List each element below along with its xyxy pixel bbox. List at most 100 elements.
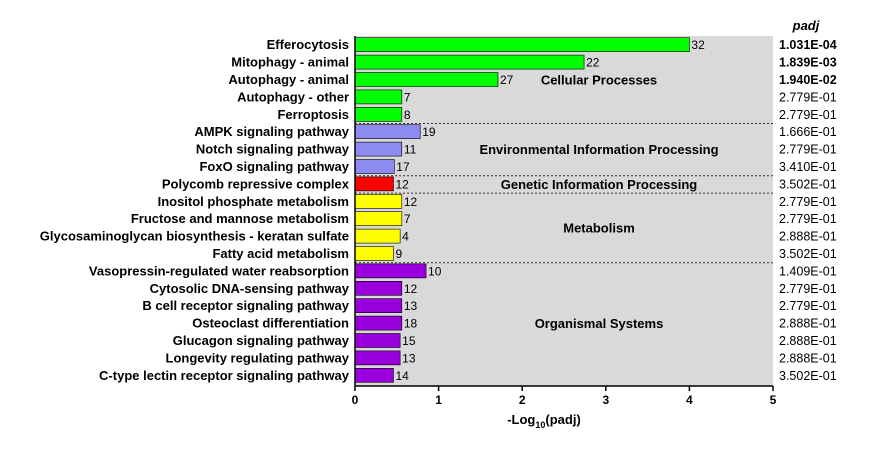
category-label: C-type lectin receptor signaling pathway [99,368,350,383]
count-label: 12 [404,282,418,296]
padj-value: 2.888E-01 [779,351,837,365]
bar [354,159,395,174]
bars [354,37,690,383]
x-tick-label: 5 [770,393,777,407]
padj-value: 2.779E-01 [779,143,837,157]
group-label: Cellular Processes [541,73,657,88]
padj-value: 2.888E-01 [779,230,837,244]
count-labels: 32 22 27 7 8 19 11 17 12 12 7 49 10 12 13 18 15 13 14 [395,38,705,383]
count-label: 17 [396,160,410,174]
bar [354,263,427,279]
count-label: 13 [402,351,416,365]
bar [354,54,585,70]
category-label: Glycosaminoglycan biosynthesis - keratan… [40,229,349,244]
category-labels: Efferocytosis Mitophagy - animal Autophagy… [40,37,350,383]
bar [354,228,401,244]
category-label: FoxO signaling pathway [199,159,349,174]
category-label: Polycomb repressive complex [162,176,350,191]
bar [354,367,394,383]
category-label: Autophagy - other [237,89,349,104]
padj-value: 2.779E-01 [779,299,837,313]
x-tick-label: 1 [435,393,442,407]
group-label: Metabolism [563,220,635,235]
padj-header: padj [792,18,820,33]
padj-value: 2.779E-01 [779,108,837,122]
x-ticks: 0 1 2 3 4 5 [352,386,777,407]
category-label: Notch signaling pathway [196,142,350,157]
bar [354,280,403,296]
category-label: Osteoclast differentiation [192,316,349,331]
category-label: Ferroptosis [277,107,349,122]
bar [354,37,690,53]
padj-value: 1.839E-03 [779,56,837,70]
bar [354,176,394,192]
count-label: 7 [404,90,411,104]
count-label: 19 [422,125,436,139]
group-label: Genetic Information Processing [501,177,698,192]
count-label: 9 [395,247,402,261]
count-label: 22 [586,56,600,70]
count-label: 27 [500,73,514,87]
count-label: 15 [402,334,416,348]
count-label: 8 [404,108,411,122]
x-tick-label: 2 [519,393,526,407]
group-labels: Cellular Processes Environmental Informat… [479,73,718,332]
category-label: AMPK signaling pathway [194,124,349,139]
padj-value: 1.666E-01 [779,125,837,139]
x-axis-title-subscript: 10 [535,420,545,430]
count-label: 18 [404,317,418,331]
bar [354,350,401,366]
count-label: 12 [404,195,418,209]
padj-value: 2.779E-01 [779,90,837,104]
padj-values: 1.031E-04 1.839E-03 1.940E-02 2.779E-01 2.77… [779,38,837,383]
x-tick-label: 0 [352,393,359,407]
x-axis-title: -Log10(padj) [507,412,581,430]
category-label: B cell receptor signaling pathway [142,298,349,313]
category-label: Efferocytosis [267,37,349,52]
group-label: Organismal Systems [535,316,664,331]
count-label: 11 [404,143,417,157]
x-axis-title-prefix: -Log [507,412,535,427]
padj-value: 2.888E-01 [779,317,837,331]
bar [354,315,403,331]
padj-value: 3.502E-01 [779,369,837,383]
padj-value: 3.410E-01 [779,160,837,174]
bar [354,107,403,122]
padj-value: 2.779E-01 [779,282,837,296]
count-label: 4 [402,230,409,244]
padj-value: 1.409E-01 [779,264,837,278]
padj-value: 2.779E-01 [779,195,837,209]
padj-value: 3.502E-01 [779,247,837,261]
category-label: Fatty acid metabolism [212,246,349,261]
bar [354,246,394,261]
bar [354,194,403,209]
bar [354,333,401,348]
bar [354,211,403,226]
category-label: Fructose and mannose metabolism [131,211,349,226]
category-label: Longevity regulating pathway [166,350,350,365]
category-label: Vasopressin-regulated water reabsorption [89,263,349,278]
count-label: 7 [404,212,411,226]
x-tick-label: 3 [602,393,609,407]
padj-value: 3.502E-01 [779,177,837,191]
category-label: Glucagon signaling pathway [173,333,350,348]
padj-value: 2.888E-01 [779,334,837,348]
padj-value: 1.940E-02 [779,73,837,87]
group-separators [355,123,773,264]
padj-value: 2.779E-01 [779,212,837,226]
x-tick-label: 4 [686,393,693,407]
bar [354,72,499,87]
count-label: 12 [395,177,409,191]
count-label: 32 [691,38,705,52]
padj-value: 1.031E-04 [779,38,837,52]
plot-background [355,36,773,386]
x-axis-title-suffix: (padj) [545,412,580,427]
category-label: Mitophagy - animal [231,55,349,70]
count-label: 14 [395,369,409,383]
group-label: Environmental Information Processing [479,142,718,157]
bar [354,89,403,105]
bar [354,141,403,157]
